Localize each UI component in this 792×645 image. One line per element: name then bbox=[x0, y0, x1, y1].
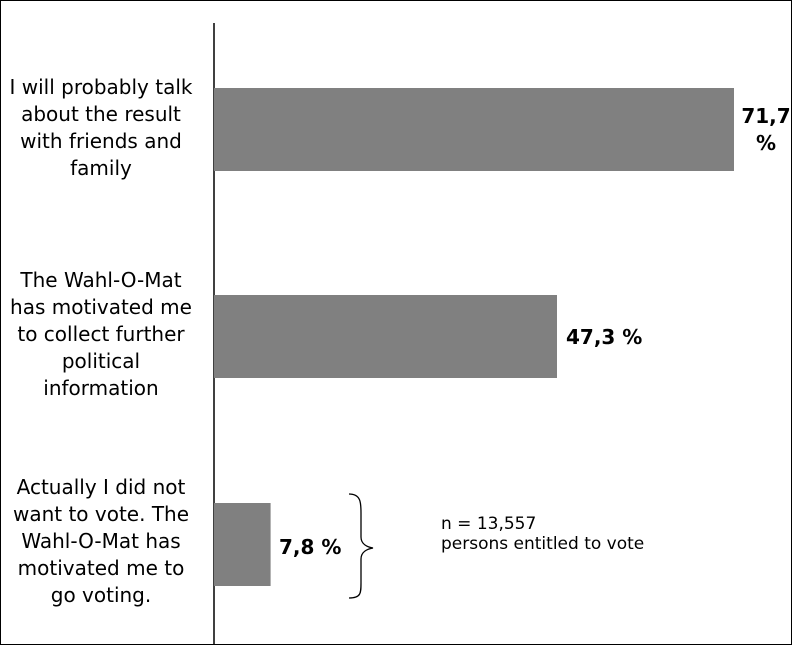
category-label-go-voting: Actually I did not want to vote. The Wah… bbox=[12, 475, 190, 607]
sample-brace bbox=[348, 493, 374, 599]
value-label-collect-information: 47,3 % bbox=[566, 325, 643, 349]
bar-talk-result bbox=[214, 88, 734, 171]
sample-size-note: n = 13,557 persons entitled to vote bbox=[441, 514, 644, 554]
sample-size-line: n = 13,557 bbox=[441, 514, 537, 534]
value-label-go-voting: 7,8 % bbox=[279, 535, 342, 559]
value-label-talk-result: 71,7 % bbox=[741, 104, 791, 155]
category-label-collect-information: The Wahl-O-Mat has motivated me to colle… bbox=[10, 268, 192, 400]
bar-go-voting bbox=[214, 503, 271, 586]
sample-description-line: persons entitled to vote bbox=[441, 534, 645, 554]
category-label-talk-result: I will probably talk about the result wi… bbox=[9, 75, 193, 180]
bar-collect-information bbox=[214, 295, 557, 378]
bars-group bbox=[214, 88, 734, 586]
